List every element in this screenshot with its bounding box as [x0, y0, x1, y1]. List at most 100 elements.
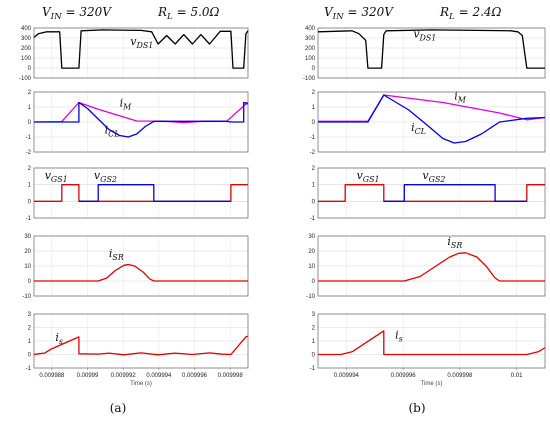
subplot-5: 3 2 1 0 -1 is 0.009994 0.009996 0.009998 0.01 Time…: [310, 312, 546, 387]
y-tick-label: 1: [312, 105, 316, 111]
y-tick-label: -10: [306, 294, 315, 300]
y-tick-label: 0: [28, 120, 32, 126]
y-tick-label: -10: [22, 294, 31, 300]
y-tick-label: -1: [26, 366, 32, 372]
series-line-1: [318, 184, 545, 202]
series-line-1: [34, 263, 248, 282]
y-tick-label: 2: [28, 326, 32, 332]
y-tick-label: 10: [24, 264, 31, 270]
subplot-4: 30 20 10 0 -10 iSR: [306, 234, 546, 300]
y-tick-label: 0: [28, 66, 32, 72]
annotation-v-gs1: vGS1: [357, 169, 380, 184]
y-tick-label: 0: [312, 279, 316, 285]
subplot-frame: [317, 27, 546, 79]
y-tick-label: -2: [26, 150, 32, 156]
y-tick-label: 1: [312, 339, 316, 345]
annotation-v-gs1: vGS1: [45, 169, 68, 184]
subplot-frame: [317, 313, 546, 369]
y-tick-label: -1: [310, 216, 316, 222]
y-tick-label: 0: [28, 279, 32, 285]
subplot-frame: [317, 235, 546, 297]
y-tick-label: 100: [21, 56, 32, 62]
series-line-2: [383, 184, 527, 202]
header-rl-label: RL = 2.4Ω: [439, 5, 502, 22]
x-axis-label: Time (s): [130, 381, 152, 387]
subplot-frame: [33, 27, 249, 79]
subplot-1: 400 300 200 100 0 -100 vDS1: [19, 26, 249, 82]
y-tick-label: 200: [21, 46, 32, 52]
annotation-v-gs2: vGS2: [422, 169, 445, 184]
subplot-5: 3 2 1 0 -1 is 0.009988 0.00999 0.009992 0.009994 0…: [26, 312, 249, 387]
y-tick-label: 300: [21, 36, 32, 42]
y-tick-label: -100: [303, 76, 316, 82]
y-tick-label: 3: [312, 312, 316, 318]
x-axis-label: Time (s): [421, 381, 443, 387]
subplot-1: 400 300 200 100 0 -100 vDS1: [303, 26, 546, 82]
panel-caption: (a): [110, 401, 127, 415]
y-tick-label: 2: [28, 90, 32, 96]
y-tick-label: -1: [26, 135, 32, 141]
y-tick-label: 1: [28, 339, 32, 345]
y-tick-label: -1: [310, 366, 316, 372]
annotation-i-sr: iSR: [447, 235, 462, 250]
y-tick-label: 0: [312, 353, 316, 359]
annotation-i-s: is: [395, 328, 403, 343]
annotation-i-sr: iSR: [109, 247, 124, 262]
annotation-i-cl: iCL: [411, 121, 426, 136]
series-line-1: [318, 94, 546, 122]
y-tick-label: 1: [312, 183, 316, 189]
y-tick-label: 10: [308, 264, 315, 270]
subplot-4: 30 20 10 0 -10 iSR: [22, 234, 249, 300]
y-tick-label: -1: [26, 216, 32, 222]
y-tick-label: 0: [28, 353, 32, 359]
y-tick-label: 2: [312, 90, 316, 96]
subplot-frame: [33, 167, 249, 219]
header-vin-label: VIN = 320V: [324, 5, 394, 22]
y-tick-label: -100: [19, 76, 32, 82]
series-line-1: [33, 335, 249, 356]
x-tick-label: 0.009994: [146, 373, 172, 379]
y-tick-label: 100: [305, 56, 316, 62]
series-line-1: [318, 252, 545, 282]
panel-a: VIN = 320V RL = 5.0Ω4003002001000-100vDS1…: [19, 5, 249, 415]
annotation-v-ds1: vDS1: [413, 27, 436, 42]
y-tick-label: 20: [308, 249, 315, 255]
y-tick-label: 0: [312, 199, 316, 205]
y-tick-label: 20: [24, 249, 31, 255]
x-tick-label: 0.009988: [39, 373, 65, 379]
subplot-3: 2 1 0 -1 vGS1 vGS2: [26, 166, 249, 222]
x-tick-label: 0.009998: [447, 373, 473, 379]
series-line-1: [317, 29, 545, 69]
series-line-1: [34, 184, 248, 202]
annotation-i-m: iM: [120, 96, 133, 111]
y-tick-label: 200: [305, 46, 316, 52]
y-tick-label: 400: [21, 26, 32, 32]
y-tick-label: 0: [312, 120, 316, 126]
y-tick-label: 3: [28, 312, 32, 318]
y-tick-label: 400: [305, 26, 316, 32]
subplot-3: 2 1 0 -1 vGS1 vGS2: [310, 166, 546, 222]
annotation-i-s: is: [55, 331, 63, 346]
series-line-1: [318, 330, 546, 356]
y-tick-label: -2: [310, 150, 316, 156]
annotation-v-ds1: vDS1: [130, 35, 153, 50]
annotation-v-gs2: vGS2: [94, 169, 117, 184]
series-line-2: [318, 94, 546, 144]
header-rl-label: RL = 5.0Ω: [157, 5, 220, 22]
y-tick-label: 300: [305, 36, 316, 42]
y-tick-label: 2: [312, 326, 316, 332]
y-tick-label: 1: [28, 105, 32, 111]
series-line-1: [33, 29, 249, 69]
subplot-frame: [317, 167, 546, 219]
x-tick-label: 0.009998: [218, 373, 244, 379]
annotation-i-m: iM: [454, 90, 467, 105]
header-vin-label: VIN = 320V: [42, 5, 112, 22]
subplot-2: 2 1 0 -1 -2 iM iCL: [310, 90, 546, 156]
y-tick-label: -1: [310, 135, 316, 141]
x-tick-label: 0.009994: [334, 373, 360, 379]
y-tick-label: 1: [28, 183, 32, 189]
series-line-2: [34, 101, 249, 138]
y-tick-label: 30: [308, 234, 315, 240]
x-tick-label: 0.009996: [182, 373, 208, 379]
